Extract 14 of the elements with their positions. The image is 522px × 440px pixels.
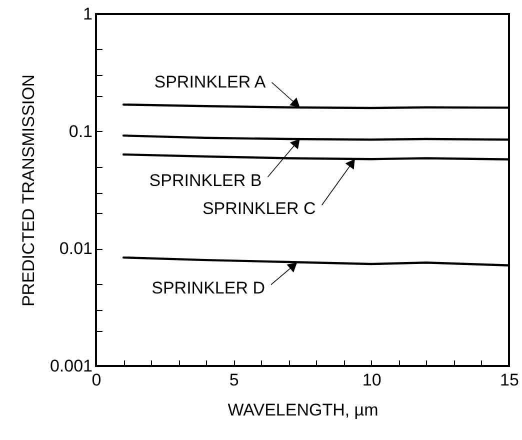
x-tick-label: 5 <box>229 370 239 390</box>
annotation: SPRINKLER D <box>152 278 265 298</box>
x-tick-label: 15 <box>500 370 519 390</box>
y-tick-label: 0.01 <box>59 239 92 258</box>
y-tick-label: 0.1 <box>68 122 92 141</box>
y-axis-title: PREDICTED TRANSMISSION <box>18 74 38 307</box>
x-tick-label: 10 <box>362 370 382 390</box>
annotation: SPRINKLER C <box>202 199 316 218</box>
y-tick-label: 0.001 <box>50 356 92 376</box>
annotation: SPRINKLER B <box>149 171 262 190</box>
y-tick-label: 1 <box>83 4 92 24</box>
annotation: SPRINKLER A <box>154 72 266 92</box>
x-tick-label: 0 <box>92 370 102 390</box>
x-axis-title: WAVELENGTH, µm <box>228 400 378 420</box>
